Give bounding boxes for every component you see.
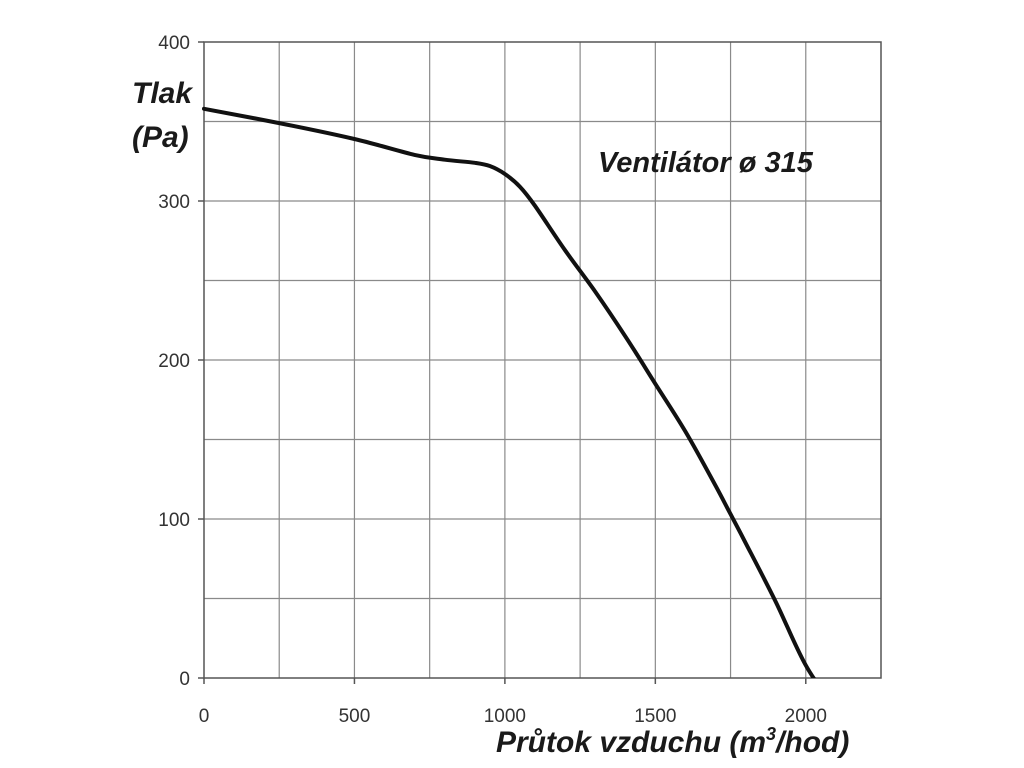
x-tick-label: 2000 <box>785 706 827 727</box>
x-tick-label: 1500 <box>634 706 676 727</box>
x-tick-label: 1000 <box>484 706 526 727</box>
x-axis-ticks: 0 500 1000 1500 2000 <box>199 678 827 727</box>
y-tick-label: 100 <box>158 510 190 531</box>
x-tick-label: 500 <box>339 706 371 727</box>
x-axis-label: Průtok vzduchu (m3/hod) <box>496 724 849 759</box>
y-tick-label: 300 <box>158 192 190 213</box>
fan-pressure-curve <box>202 106 816 678</box>
y-tick-label: 200 <box>158 351 190 372</box>
y-axis-ticks: 0 100 200 300 400 <box>158 33 204 690</box>
y-axis-label-line2: (Pa) <box>132 121 189 154</box>
chart-grid <box>204 42 881 678</box>
x-tick-label: 0 <box>199 706 210 727</box>
y-tick-label: 0 <box>179 669 190 690</box>
y-tick-label: 400 <box>158 33 190 54</box>
chart-annotation: Ventilátor ø 315 <box>598 147 814 179</box>
y-axis-label-line1: Tlak <box>132 77 193 110</box>
